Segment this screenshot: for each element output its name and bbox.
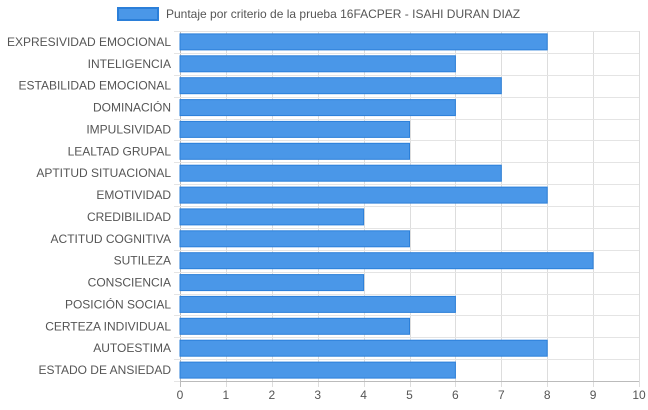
- category-label: ESTADO DE ANSIEDAD: [39, 363, 172, 377]
- bar[interactable]: [179, 230, 410, 248]
- category-label: POSICIÓN SOCIAL: [65, 296, 171, 311]
- bar[interactable]: [179, 186, 548, 204]
- bar[interactable]: [179, 208, 365, 226]
- x-tick-label: 7: [498, 388, 505, 402]
- category-label: LEALTAD GRUPAL: [68, 144, 172, 158]
- category-label: DOMINACIÓN: [93, 100, 171, 115]
- category-label: AUTOESTIMA: [93, 341, 171, 355]
- x-tick-label: 3: [314, 388, 321, 402]
- category-label: IMPULSIVIDAD: [86, 122, 171, 136]
- category-label: INTELIGENCIA: [88, 57, 171, 71]
- bar[interactable]: [179, 99, 456, 117]
- category-label: SUTILEZA: [114, 254, 171, 268]
- x-tick-label: 9: [590, 388, 597, 402]
- bar[interactable]: [179, 274, 365, 292]
- category-label: CREDIBILIDAD: [87, 210, 171, 224]
- legend-label: Puntaje por criterio de la prueba 16FACP…: [166, 7, 520, 21]
- category-label: ESTABILIDAD EMOCIONAL: [19, 79, 172, 93]
- x-tick-label: 0: [177, 388, 184, 402]
- legend-swatch: [117, 7, 159, 21]
- bar[interactable]: [179, 295, 456, 313]
- category-label: APTITUD SITUACIONAL: [36, 166, 171, 180]
- bar[interactable]: [179, 164, 502, 182]
- x-tick-label: 5: [406, 388, 413, 402]
- bar[interactable]: [179, 33, 548, 51]
- x-tick-label: 4: [360, 388, 367, 402]
- legend[interactable]: Puntaje por criterio de la prueba 16FACP…: [117, 7, 520, 21]
- x-tick-label: 1: [223, 388, 230, 402]
- category-label: EMOTIVIDAD: [96, 188, 171, 202]
- bar[interactable]: [179, 142, 410, 160]
- bar[interactable]: [179, 317, 410, 335]
- bar[interactable]: [179, 252, 594, 270]
- x-tick-label: 6: [452, 388, 459, 402]
- bar[interactable]: [179, 77, 502, 95]
- category-label: EXPRESIVIDAD EMOCIONAL: [7, 35, 171, 49]
- x-tick-label: 10: [632, 388, 646, 402]
- bar[interactable]: [179, 361, 456, 379]
- bars: [179, 33, 594, 379]
- x-tick-label: 8: [544, 388, 551, 402]
- bar[interactable]: [179, 339, 548, 357]
- bar[interactable]: [179, 55, 456, 73]
- bar[interactable]: [179, 120, 410, 138]
- category-label: CERTEZA INDIVIDUAL: [45, 319, 171, 333]
- x-axis-tick-labels: 0 1 2 3 4 5 6 7 8 9 10: [177, 388, 646, 402]
- category-label: CONSCIENCIA: [88, 276, 171, 290]
- category-labels: EXPRESIVIDAD EMOCIONAL INTELIGENCIA ESTABI…: [7, 35, 171, 377]
- category-label: ACTITUD COGNITIVA: [51, 232, 171, 246]
- x-tick-label: 2: [268, 388, 275, 402]
